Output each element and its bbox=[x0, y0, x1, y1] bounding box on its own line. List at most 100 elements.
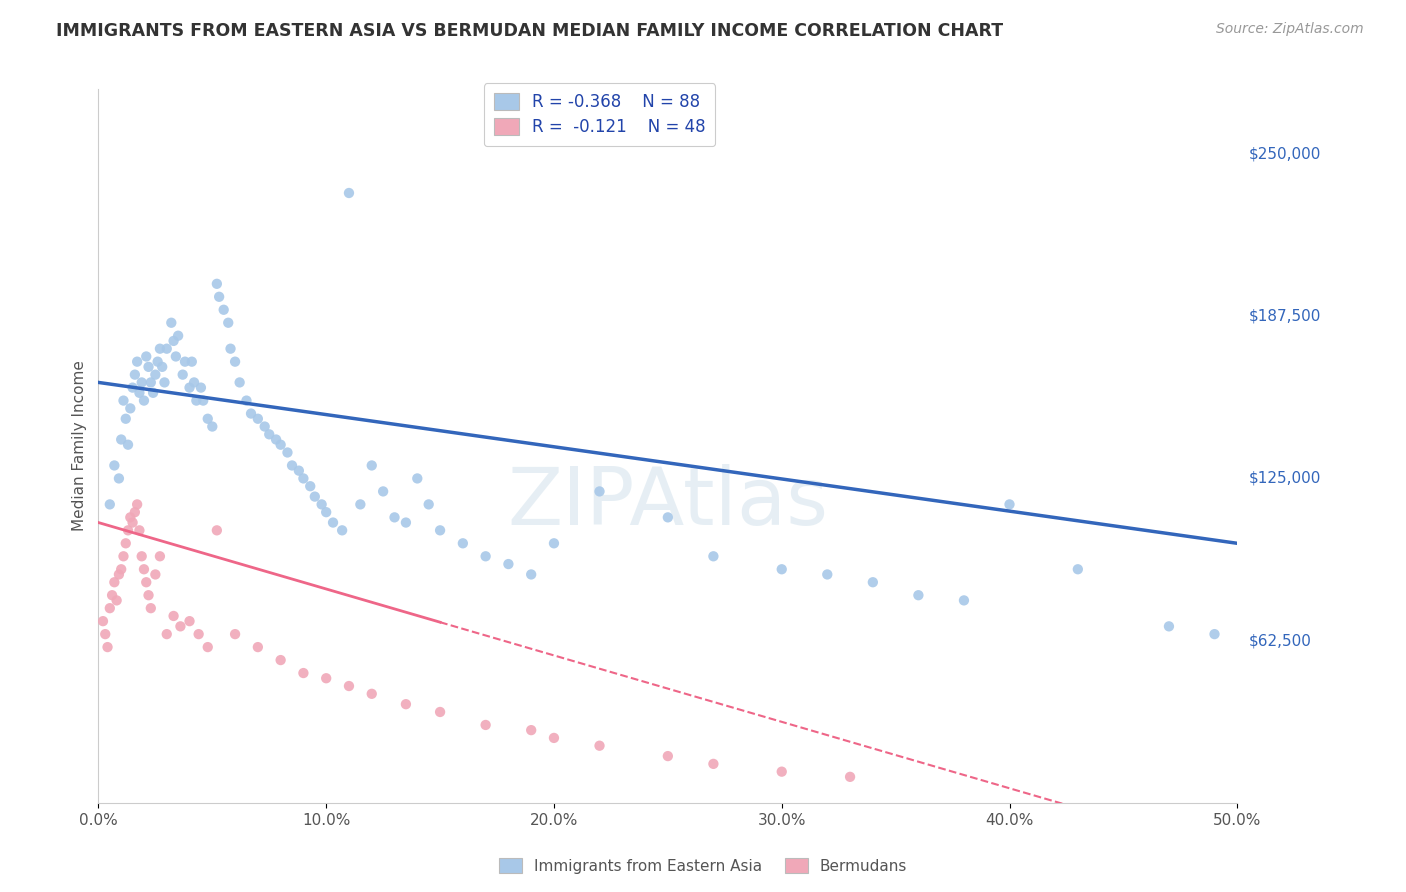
Point bbox=[124, 505, 146, 519]
Text: $187,500: $187,500 bbox=[1249, 309, 1320, 324]
Point bbox=[197, 411, 219, 425]
Point bbox=[907, 588, 929, 602]
Point bbox=[150, 359, 173, 374]
Point bbox=[657, 510, 679, 524]
Point bbox=[187, 627, 209, 641]
Point bbox=[174, 354, 197, 368]
Point bbox=[103, 575, 125, 590]
Point bbox=[770, 562, 793, 576]
Point bbox=[395, 516, 418, 530]
Point bbox=[139, 601, 162, 615]
Point bbox=[543, 536, 565, 550]
Text: ZIPAtlas: ZIPAtlas bbox=[508, 464, 828, 542]
Point bbox=[146, 354, 169, 368]
Point bbox=[135, 350, 157, 364]
Point bbox=[114, 536, 136, 550]
Point bbox=[138, 588, 160, 602]
Point bbox=[94, 627, 117, 641]
Point bbox=[153, 376, 176, 390]
Point bbox=[371, 484, 394, 499]
Point bbox=[588, 739, 610, 753]
Point bbox=[330, 524, 353, 538]
Point bbox=[117, 524, 139, 538]
Point bbox=[217, 316, 239, 330]
Point bbox=[315, 505, 337, 519]
Point bbox=[127, 354, 149, 368]
Point bbox=[259, 427, 281, 442]
Point bbox=[349, 497, 371, 511]
Legend: Immigrants from Eastern Asia, Bermudans: Immigrants from Eastern Asia, Bermudans bbox=[492, 852, 914, 880]
Point bbox=[179, 381, 201, 395]
Point bbox=[96, 640, 118, 654]
Point bbox=[224, 627, 246, 641]
Point bbox=[139, 376, 162, 390]
Point bbox=[702, 549, 724, 564]
Point bbox=[406, 471, 429, 485]
Point bbox=[657, 749, 679, 764]
Point bbox=[474, 549, 496, 564]
Point bbox=[201, 419, 224, 434]
Legend: R = -0.368    N = 88, R =  -0.121    N = 48: R = -0.368 N = 88, R = -0.121 N = 48 bbox=[484, 83, 716, 146]
Point bbox=[112, 393, 135, 408]
Point bbox=[360, 458, 382, 473]
Point bbox=[588, 484, 610, 499]
Point bbox=[132, 393, 155, 408]
Point bbox=[108, 471, 131, 485]
Point bbox=[127, 497, 149, 511]
Point bbox=[117, 438, 139, 452]
Point bbox=[110, 562, 132, 576]
Point bbox=[474, 718, 496, 732]
Point bbox=[292, 471, 315, 485]
Point bbox=[998, 497, 1021, 511]
Point bbox=[162, 334, 184, 348]
Point bbox=[543, 731, 565, 745]
Point bbox=[299, 479, 322, 493]
Point bbox=[520, 567, 543, 582]
Point bbox=[105, 593, 128, 607]
Point bbox=[120, 401, 142, 416]
Point bbox=[288, 464, 311, 478]
Point bbox=[132, 562, 155, 576]
Text: IMMIGRANTS FROM EASTERN ASIA VS BERMUDAN MEDIAN FAMILY INCOME CORRELATION CHART: IMMIGRANTS FROM EASTERN ASIA VS BERMUDAN… bbox=[56, 22, 1004, 40]
Point bbox=[197, 640, 219, 654]
Point bbox=[337, 679, 360, 693]
Point bbox=[429, 524, 451, 538]
Point bbox=[98, 497, 121, 511]
Point bbox=[145, 368, 167, 382]
Point bbox=[98, 601, 121, 615]
Point bbox=[228, 376, 250, 390]
Point bbox=[156, 342, 179, 356]
Point bbox=[124, 368, 146, 382]
Point bbox=[770, 764, 793, 779]
Point bbox=[270, 653, 292, 667]
Point bbox=[190, 381, 212, 395]
Point bbox=[131, 376, 153, 390]
Point bbox=[172, 368, 194, 382]
Point bbox=[1067, 562, 1090, 576]
Point bbox=[520, 723, 543, 738]
Point bbox=[91, 614, 114, 628]
Y-axis label: Median Family Income: Median Family Income bbox=[72, 360, 87, 532]
Point bbox=[292, 666, 315, 681]
Point bbox=[135, 575, 157, 590]
Point bbox=[304, 490, 326, 504]
Point bbox=[246, 640, 269, 654]
Point bbox=[418, 497, 440, 511]
Point bbox=[180, 354, 202, 368]
Point bbox=[360, 687, 382, 701]
Point bbox=[815, 567, 838, 582]
Point bbox=[169, 619, 191, 633]
Point bbox=[839, 770, 862, 784]
Point bbox=[235, 393, 257, 408]
Point bbox=[429, 705, 451, 719]
Point bbox=[120, 510, 142, 524]
Point bbox=[702, 756, 724, 771]
Point bbox=[311, 497, 333, 511]
Point bbox=[337, 186, 360, 200]
Point bbox=[160, 316, 183, 330]
Point bbox=[149, 549, 172, 564]
Point bbox=[315, 671, 337, 685]
Point bbox=[103, 458, 125, 473]
Point bbox=[110, 433, 132, 447]
Point bbox=[121, 516, 143, 530]
